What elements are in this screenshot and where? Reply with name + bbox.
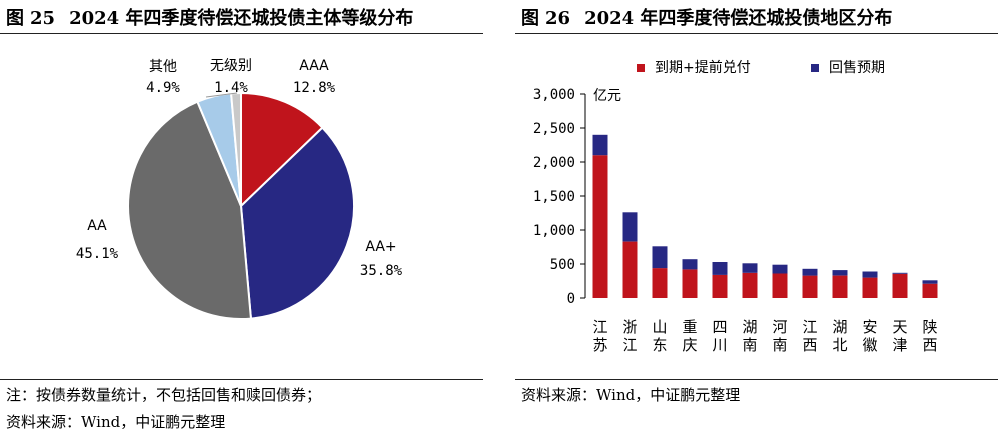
bar-segment	[742, 263, 758, 273]
figure-26-panel: 图 26 2024 年四季度待偿还城投债地区分布 0 500 1,000 1,500 2,0…	[515, 0, 998, 441]
y-axis-unit: 亿元	[593, 88, 621, 104]
bar-segment	[772, 273, 788, 298]
title-divider	[515, 33, 998, 34]
pie-label: AA+	[365, 239, 396, 255]
x-tick-label: 江	[802, 318, 817, 336]
pie-label: AAA	[299, 58, 329, 74]
x-tick-label: 苏	[592, 336, 607, 354]
bar-segment	[832, 275, 848, 298]
bar-segment	[682, 269, 698, 298]
legend-swatch	[811, 64, 819, 72]
bar-segment	[592, 155, 608, 298]
figure-26-title: 图 26 2024 年四季度待偿还城投债地区分布	[521, 4, 892, 30]
x-tick-label: 湖	[832, 318, 847, 336]
x-tick-label: 西	[922, 336, 937, 354]
bar-segment	[922, 280, 938, 284]
figure-title-text: 2024 年四季度待偿还城投债地区分布	[584, 8, 893, 29]
x-tick-label: 东	[652, 336, 667, 354]
source-note: 资料来源：Wind，中证鹏元整理	[6, 413, 226, 431]
pie-value-label: 12.8%	[293, 80, 336, 96]
y-tick-label: 3,000	[533, 87, 575, 103]
figure-25-panel: 图 25 2024 年四季度待偿还城投债主体等级分布 AAA 12.8% AA+ 35.8…	[0, 0, 483, 441]
y-tick-label: 1,000	[533, 223, 575, 239]
bar-segment	[622, 241, 638, 298]
bar-segment	[712, 274, 728, 298]
x-tick-label: 北	[832, 336, 847, 354]
bar-segment	[892, 272, 908, 274]
bar-segment	[772, 264, 788, 274]
source-note: 资料来源：Wind，中证鹏元整理	[521, 386, 741, 404]
figure-label: 图	[6, 8, 24, 29]
bar-segment	[742, 272, 758, 298]
y-tick-label: 500	[550, 257, 575, 273]
x-tick-label: 南	[742, 336, 757, 354]
pie-value-label: 4.9%	[146, 80, 180, 96]
legend-label: 到期+提前兑付	[655, 59, 751, 76]
figure-number: 26	[545, 8, 571, 29]
figure-title-text: 2024 年四季度待偿还城投债主体等级分布	[69, 8, 414, 29]
notes-divider	[515, 379, 998, 380]
figure-25-title: 图 25 2024 年四季度待偿还城投债主体等级分布	[6, 4, 413, 30]
pie-chart: AAA 12.8% AA+ 35.8% AA 45.1% 其他 4.9% 无级别 1.4%	[76, 58, 403, 320]
pie-slice-1	[239, 126, 355, 320]
x-tick-label: 浙	[622, 318, 637, 336]
x-tick-label: 西	[802, 336, 817, 354]
x-tick-label: 川	[712, 336, 727, 354]
bar-segment	[652, 246, 668, 269]
x-tick-label: 徽	[862, 336, 877, 354]
bar-segment	[802, 275, 818, 298]
y-tick-label: 2,000	[533, 155, 575, 171]
bar-segment	[622, 212, 638, 242]
title-divider	[0, 33, 483, 34]
legend-label: 回售预期	[829, 60, 885, 76]
x-tick-label: 庆	[682, 336, 697, 354]
figure-number: 25	[30, 8, 56, 29]
bar-segment	[682, 259, 698, 270]
x-tick-label: 河	[772, 318, 787, 336]
x-tick-label: 湖	[742, 318, 757, 336]
legend-swatch	[637, 64, 645, 72]
chart-note: 注：按债券数量统计，不包括回售和赎回债券；	[6, 386, 322, 404]
bar-segment	[712, 262, 728, 275]
pie-value-label: 35.8%	[360, 263, 403, 279]
pie-label: 无级别	[210, 58, 252, 74]
pie-slice-2	[127, 100, 253, 320]
pie-value-label: 1.4%	[214, 80, 248, 96]
bar-segment	[652, 268, 668, 298]
figure-label: 图	[521, 8, 539, 29]
bar-segment	[922, 283, 938, 298]
x-tick-label: 津	[892, 336, 907, 354]
x-tick-label: 天	[892, 318, 907, 336]
pie-value-label: 45.1%	[76, 246, 119, 262]
bar-segment	[892, 273, 908, 298]
bar-segment	[802, 268, 818, 276]
x-tick-label: 山	[652, 318, 667, 336]
x-tick-label: 南	[772, 336, 787, 354]
bar-segment	[862, 271, 878, 278]
x-tick-label: 四	[712, 318, 727, 336]
bar-segment	[862, 277, 878, 298]
x-tick-label: 陕	[922, 318, 937, 336]
x-tick-label: 江	[592, 318, 607, 336]
y-tick-label: 2,500	[533, 121, 575, 137]
pie-slice-0	[240, 91, 324, 209]
pie-label: 其他	[149, 59, 177, 75]
x-tick-label: 重	[682, 318, 697, 336]
pie-label: AA	[87, 218, 107, 234]
leader-line	[205, 92, 238, 98]
x-tick-label: 江	[622, 336, 637, 354]
bar-segment	[592, 134, 608, 156]
bar-segment	[832, 270, 848, 276]
y-tick-label: 0	[567, 291, 575, 307]
y-tick-label: 1,500	[533, 189, 575, 205]
stacked-bar-chart: 0 500 1,000 1,500 2,000 2,500 3,000 亿元 到期+提前兑付 回售…	[533, 59, 938, 354]
notes-divider	[0, 379, 483, 380]
x-tick-label: 安	[862, 318, 877, 336]
